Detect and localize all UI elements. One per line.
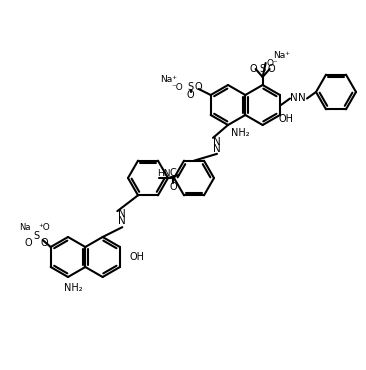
Text: O: O (25, 238, 33, 248)
Text: S: S (188, 82, 194, 92)
Text: N: N (290, 93, 298, 103)
Text: ⁺O: ⁺O (39, 222, 51, 232)
Text: N: N (119, 209, 126, 219)
Text: N: N (119, 216, 126, 226)
Text: ⁻O: ⁻O (171, 83, 183, 91)
Text: O: O (268, 64, 276, 74)
Text: OH: OH (279, 114, 294, 124)
Text: HN: HN (157, 168, 171, 178)
Text: N: N (298, 93, 306, 103)
Text: N: N (213, 144, 221, 154)
Text: OH: OH (130, 252, 145, 262)
Text: S: S (34, 231, 40, 241)
Text: O⁻: O⁻ (267, 58, 279, 67)
Text: Na⁺: Na⁺ (160, 74, 177, 84)
Text: C: C (169, 168, 176, 178)
Text: N: N (213, 137, 221, 147)
Text: O: O (195, 82, 202, 92)
Text: O: O (41, 238, 48, 248)
Text: NH₂: NH₂ (64, 283, 82, 293)
Text: Na: Na (19, 222, 31, 232)
Text: O: O (169, 182, 177, 192)
Text: S: S (259, 64, 266, 74)
Text: O: O (187, 90, 194, 100)
Text: O: O (250, 64, 257, 74)
Text: NH₂: NH₂ (231, 128, 249, 138)
Text: Na⁺: Na⁺ (273, 50, 290, 60)
